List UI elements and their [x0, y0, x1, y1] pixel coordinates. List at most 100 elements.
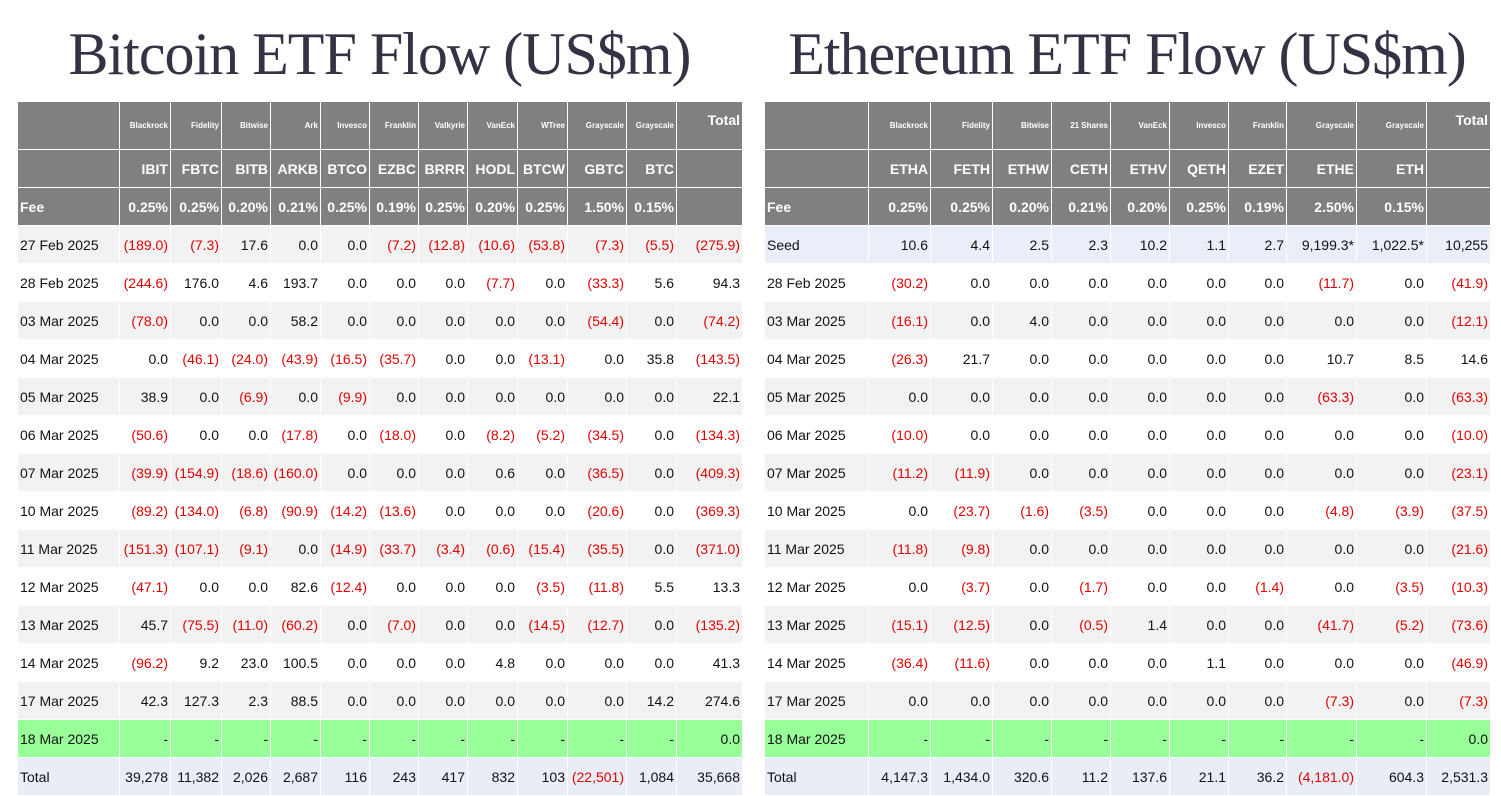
flow-cell: (134.3)	[676, 415, 743, 454]
flow-cell: 1.1	[1169, 225, 1229, 264]
flow-cell: 0.0	[1169, 605, 1229, 644]
data-row: 03 Mar 2025 (78.0) 0.0 0.0 58.2 0.0 0.0 0.0 0.0 0…	[17, 301, 743, 340]
flow-cell: (151.3)	[119, 529, 171, 568]
fee: 1.50%	[567, 187, 627, 226]
flow-cell: 0.0	[992, 529, 1052, 568]
flow-cell: 0.0	[517, 681, 568, 720]
fee: 0.20%	[467, 187, 518, 226]
table-body: Blackrock Fidelity Bitwise 21 Shares VanEck I…	[764, 101, 1491, 796]
flow-cell: (143.5)	[676, 339, 743, 378]
row-date: 05 Mar 2025	[764, 377, 869, 416]
flow-cell: 0.0	[1169, 529, 1229, 568]
flow-cell: 0.0	[418, 301, 468, 340]
flow-cell: 0.0	[1051, 301, 1111, 340]
flow-cell: 0.0	[418, 681, 468, 720]
issuer: 21 Shares	[1051, 101, 1111, 150]
flow-cell: (46.1)	[170, 339, 222, 378]
flow-cell: (11.9)	[930, 453, 993, 492]
flow-cell: (21.6)	[1426, 529, 1491, 568]
flow-cell: 58.2	[270, 301, 321, 340]
flow-cell: 0.0	[369, 301, 419, 340]
row-date: 28 Feb 2025	[764, 263, 869, 302]
flow-cell: 5.5	[626, 567, 677, 606]
flow-cell: 0.0	[626, 301, 677, 340]
flow-cell: (14.5)	[517, 605, 568, 644]
flow-cell: 23.0	[221, 643, 271, 682]
flow-cell: 0.0	[467, 491, 518, 530]
flow-cell: 0.0	[1051, 415, 1111, 454]
ticker: ETH	[1356, 149, 1427, 188]
flow-cell: (50.6)	[119, 415, 171, 454]
flow-cell: 0.0	[567, 339, 627, 378]
flow-cell: (74.2)	[676, 301, 743, 340]
flow-cell: 82.6	[270, 567, 321, 606]
flow-cell: (7.2)	[369, 225, 419, 264]
flow-cell: 0.0	[1169, 567, 1229, 606]
ticker: ETHA	[868, 149, 931, 188]
flow-cell: (369.3)	[676, 491, 743, 530]
flow-cell: (11.2)	[868, 453, 931, 492]
flow-cell: 0.0	[1051, 377, 1111, 416]
flow-cell: (1.4)	[1228, 567, 1287, 606]
flow-cell: 0.0	[1286, 453, 1357, 492]
total-cell: (22,501)	[567, 757, 627, 796]
flow-cell: (4.8)	[1286, 491, 1357, 530]
ticker: ETHE	[1286, 149, 1357, 188]
flow-cell: (134.0)	[170, 491, 222, 530]
ticker: BTCO	[320, 149, 370, 188]
fee: 0.25%	[170, 187, 222, 226]
ticker: BRRR	[418, 149, 468, 188]
flow-cell: -	[467, 719, 518, 758]
flow-cell: (371.0)	[676, 529, 743, 568]
flow-cell: -	[369, 719, 419, 758]
flow-cell: 0.0	[1228, 377, 1287, 416]
flow-cell: (12.1)	[1426, 301, 1491, 340]
flow-cell: 0.0	[1356, 415, 1427, 454]
flow-cell: 0.0	[930, 263, 993, 302]
flow-cell: (20.6)	[567, 491, 627, 530]
row-date: 12 Mar 2025	[764, 567, 869, 606]
total-row: Total 39,278 11,382 2,026 2,687 116 243 417 832 1…	[17, 757, 743, 796]
flow-cell: (63.3)	[1286, 377, 1357, 416]
flow-cell: 0.0	[1228, 453, 1287, 492]
row-date: 04 Mar 2025	[17, 339, 120, 378]
flow-cell: (89.2)	[119, 491, 171, 530]
fee: 0.25%	[868, 187, 931, 226]
flow-cell: -	[1228, 719, 1287, 758]
data-row: 12 Mar 2025 0.0 (3.7) 0.0 (1.7) 0.0 0.0 (1.4) 0.…	[764, 567, 1491, 606]
flow-cell: 0.0	[369, 643, 419, 682]
flow-cell: 2.3	[1051, 225, 1111, 264]
flow-table: Blackrock Fidelity Bitwise Ark Invesco Frankl…	[17, 101, 743, 796]
data-row: 04 Mar 2025 0.0 (46.1) (24.0) (43.9) (16.5) (3…	[17, 339, 743, 378]
flow-cell: (13.6)	[369, 491, 419, 530]
data-row: 13 Mar 2025 (15.1) (12.5) 0.0 (0.5) 1.4 0.0 0.0…	[764, 605, 1491, 644]
flow-cell: 0.0	[1051, 643, 1111, 682]
blank-cell	[676, 149, 743, 188]
flow-cell: (18.6)	[221, 453, 271, 492]
flow-cell: 0.0	[626, 415, 677, 454]
flow-cell: (0.5)	[1051, 605, 1111, 644]
flow-cell: 4.8	[467, 643, 518, 682]
total-cell: 4,147.3	[868, 757, 931, 796]
flow-cell: (33.7)	[369, 529, 419, 568]
flow-cell: 0.0	[1110, 529, 1170, 568]
flow-cell: 0.0	[1169, 263, 1229, 302]
flow-cell: (11.8)	[868, 529, 931, 568]
flow-cell: 10.2	[1110, 225, 1170, 264]
flow-cell: 0.0	[1286, 529, 1357, 568]
flow-cell: 0.0	[1286, 301, 1357, 340]
issuer: Grayscale	[1286, 101, 1357, 150]
flow-cell: 0.0	[868, 491, 931, 530]
fee: 0.15%	[626, 187, 677, 226]
flow-cell: -	[930, 719, 993, 758]
fee-label: Fee	[17, 187, 120, 226]
ticker-row: ETHA FETH ETHW CETH ETHV QETH EZET ETHE ETH	[764, 149, 1491, 188]
flow-cell: 193.7	[270, 263, 321, 302]
data-row: 10 Mar 2025 0.0 (23.7) (1.6) (3.5) 0.0 0.0 0.0(…	[764, 491, 1491, 530]
flow-cell: (30.2)	[868, 263, 931, 302]
fee-label: Fee	[764, 187, 869, 226]
data-row: 07 Mar 2025 (39.9) (154.9) (18.6) (160.0) 0.0…	[17, 453, 743, 492]
row-date: 18 Mar 2025	[764, 719, 869, 758]
flow-cell: 0.0	[930, 301, 993, 340]
fee: 0.20%	[221, 187, 271, 226]
